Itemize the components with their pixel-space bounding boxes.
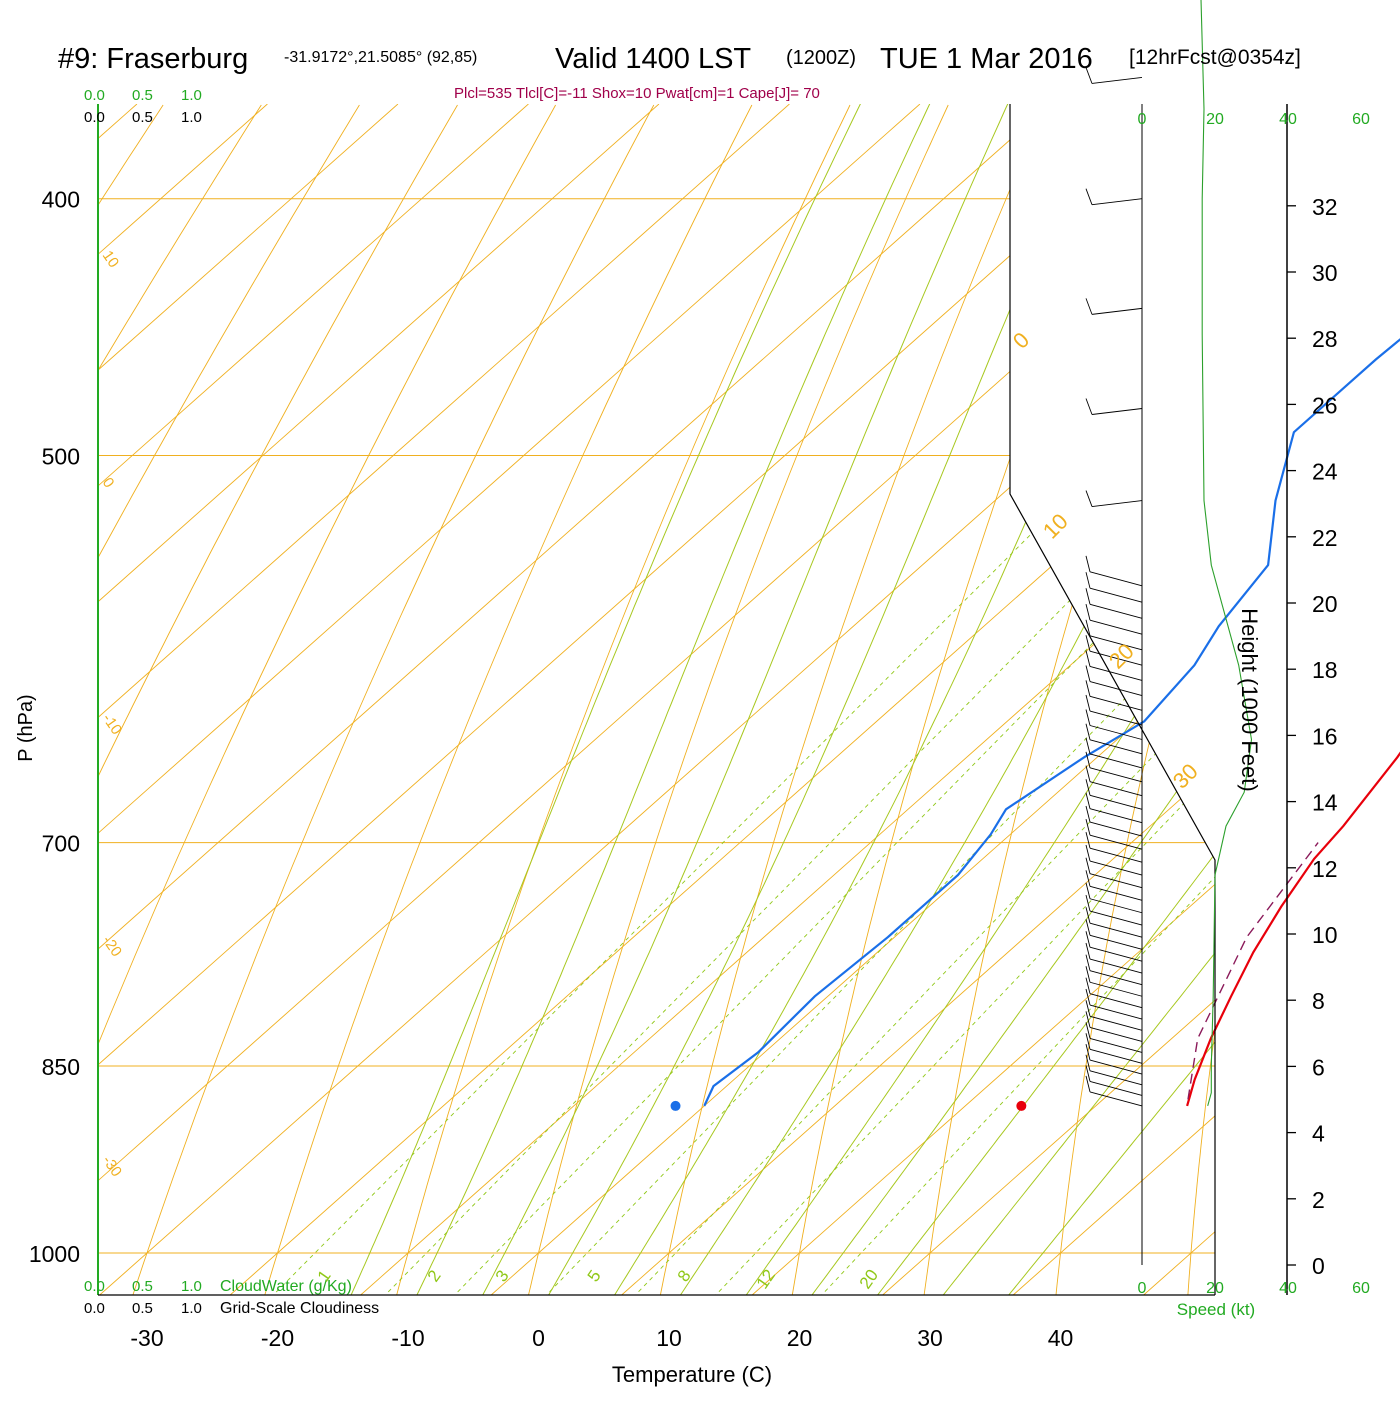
height-tick-label: 4 bbox=[1312, 1121, 1325, 1147]
temperature-tick-label: -20 bbox=[261, 1325, 294, 1351]
valid-date: TUE 1 Mar 2016 bbox=[880, 43, 1093, 75]
cloudwater-scale-bottom-0: 0.0 bbox=[84, 1278, 105, 1295]
height-axis-label: Height (1000 Feet) bbox=[1237, 608, 1262, 791]
temperature-tick-label: 30 bbox=[917, 1325, 943, 1351]
wind-speed-tick-bottom: 60 bbox=[1352, 1280, 1370, 1297]
temperature-tick-label: 40 bbox=[1048, 1325, 1074, 1351]
surface-temperature-marker bbox=[1016, 1101, 1026, 1111]
station-title: #9: Fraserburg bbox=[58, 43, 248, 75]
temperature-tick-label: -10 bbox=[391, 1325, 424, 1351]
cloudwater-scale-bottom-2: 1.0 bbox=[181, 1278, 202, 1295]
cloudiness-label: Grid-Scale Cloudiness bbox=[220, 1300, 379, 1317]
temperature-tick-label: 0 bbox=[532, 1325, 545, 1351]
y-axis-label: P (hPa) bbox=[15, 694, 37, 761]
height-tick-label: 14 bbox=[1312, 790, 1338, 816]
height-tick-label: 20 bbox=[1312, 591, 1338, 617]
wind-speed-tick-top: 60 bbox=[1352, 111, 1370, 128]
cloudiness-scale-2: 1.0 bbox=[181, 109, 202, 126]
wind-speed-tick-top: 20 bbox=[1206, 111, 1224, 128]
height-tick-label: 22 bbox=[1312, 525, 1338, 551]
height-tick-label: 8 bbox=[1312, 988, 1325, 1014]
wind-speed-tick-top: 40 bbox=[1279, 111, 1297, 128]
utc-time: (1200Z) bbox=[786, 47, 856, 69]
stability-indices: Plcl=535 Tlcl[C]=-11 Shox=10 Pwat[cm]=1 … bbox=[454, 85, 820, 102]
height-tick-label: 0 bbox=[1312, 1253, 1325, 1279]
cloudiness-scale-bottom-2: 1.0 bbox=[181, 1300, 202, 1317]
station-coords: -31.9172°,21.5085° (92,85) bbox=[284, 49, 477, 66]
pressure-tick-label: 400 bbox=[42, 187, 80, 213]
pressure-tick-label: 1000 bbox=[29, 1241, 80, 1267]
pressure-tick-label: 850 bbox=[42, 1054, 80, 1080]
height-tick-label: 32 bbox=[1312, 194, 1338, 220]
cloudiness-scale-0: 0.0 bbox=[84, 109, 105, 126]
height-tick-label: 26 bbox=[1312, 392, 1338, 418]
forecast-info: [12hrFcst@0354z] bbox=[1129, 46, 1301, 69]
temperature-tick-label: 20 bbox=[787, 1325, 813, 1351]
height-tick-label: 24 bbox=[1312, 459, 1338, 485]
height-tick-label: 10 bbox=[1312, 922, 1338, 948]
valid-time: Valid 1400 LST bbox=[555, 43, 751, 75]
height-tick-label: 6 bbox=[1312, 1054, 1325, 1080]
cloudwater-scale-bottom-1: 0.5 bbox=[132, 1278, 153, 1295]
cloudwater-scale-2: 1.0 bbox=[181, 87, 202, 104]
height-tick-label: 30 bbox=[1312, 260, 1338, 286]
wind-speed-axis-label: Speed (kt) bbox=[1177, 1300, 1255, 1319]
temperature-tick-label: 10 bbox=[656, 1325, 682, 1351]
cloudwater-scale-0: 0.0 bbox=[84, 87, 105, 104]
temperature-tick-label: -30 bbox=[130, 1325, 163, 1351]
height-tick-label: 2 bbox=[1312, 1187, 1325, 1213]
height-tick-label: 28 bbox=[1312, 326, 1338, 352]
cloudiness-scale-1: 0.5 bbox=[132, 109, 153, 126]
surface-dewpoint-marker bbox=[671, 1101, 681, 1111]
height-tick-label: 16 bbox=[1312, 723, 1338, 749]
wind-speed-tick-bottom: 40 bbox=[1279, 1280, 1297, 1297]
pressure-tick-label: 500 bbox=[42, 443, 80, 469]
cloudiness-scale-bottom-1: 0.5 bbox=[132, 1300, 153, 1317]
pressure-tick-label: 700 bbox=[42, 831, 80, 857]
wind-speed-tick-bottom: 20 bbox=[1206, 1280, 1224, 1297]
wind-speed-tick-top: 0 bbox=[1138, 111, 1147, 128]
cloudiness-scale-bottom-0: 0.0 bbox=[84, 1300, 105, 1317]
height-tick-label: 12 bbox=[1312, 856, 1338, 882]
x-axis-label: Temperature (C) bbox=[612, 1362, 772, 1387]
wind-speed-tick-bottom: 0 bbox=[1138, 1280, 1147, 1297]
cloudwater-scale-1: 0.5 bbox=[132, 87, 153, 104]
height-tick-label: 18 bbox=[1312, 657, 1338, 683]
